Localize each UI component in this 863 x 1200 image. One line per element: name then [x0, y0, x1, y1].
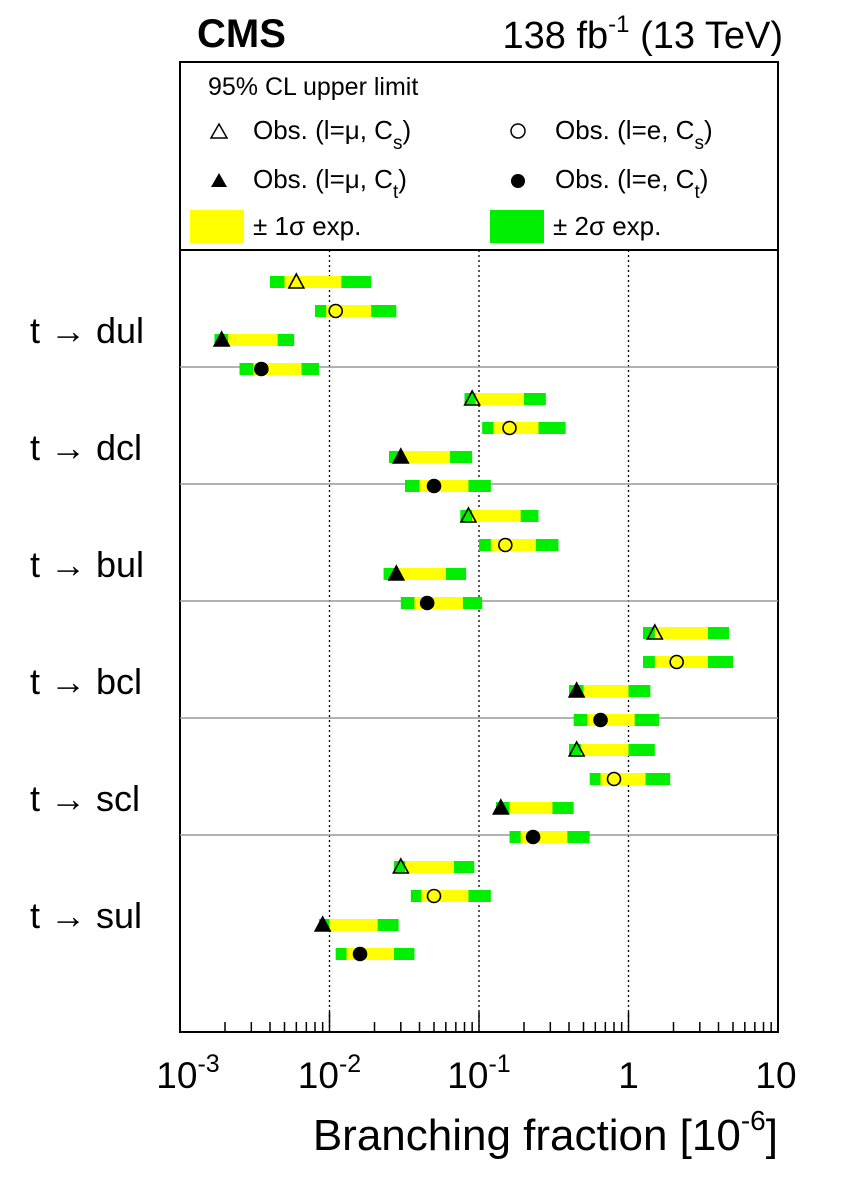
x-tick-label: 10-3: [156, 1050, 219, 1096]
band-1sigma: [284, 276, 342, 288]
marker-triangle-open: [287, 272, 306, 289]
band-1sigma: [326, 305, 372, 317]
legend-marker-circle-open: [510, 123, 526, 139]
category-label: t → dul: [30, 310, 144, 351]
marker-circle-filled: [525, 829, 541, 845]
marker-circle-filled: [254, 361, 269, 377]
band-1sigma: [490, 539, 536, 551]
marker-triangle-open: [645, 623, 664, 640]
band-1sigma: [405, 861, 454, 873]
band-1sigma: [509, 802, 553, 814]
band-1sigma: [580, 744, 629, 756]
legend-label-1sigma: ± 1σ exp.: [253, 211, 361, 241]
band-1sigma: [654, 627, 708, 639]
marker-circle-open: [498, 537, 513, 553]
marker-triangle-filled: [313, 915, 332, 932]
marker-circle-filled: [352, 946, 368, 962]
marker-circle-filled: [593, 712, 608, 728]
band-1sigma: [329, 919, 378, 931]
marker-triangle-filled: [387, 564, 406, 581]
marker-triangle-filled: [212, 330, 231, 347]
band-1sigma: [600, 773, 646, 785]
legend-marker-triangle-open: [209, 122, 229, 139]
legend-label-mu-ct: Obs. (l=μ, Ct): [253, 164, 407, 203]
experiment-label: CMS: [197, 12, 286, 56]
category-label: t → scl: [30, 778, 140, 819]
legend: 95% CL upper limit Obs. (l=μ, Cs) Obs. (…: [190, 73, 713, 243]
marker-triangle-open: [567, 740, 586, 757]
marker-triangle-filled: [567, 681, 586, 698]
marker-triangle-open: [459, 506, 478, 523]
x-tick-label: 10: [755, 1055, 796, 1096]
legend-marker-circle-filled: [511, 174, 525, 188]
band-1sigma: [228, 334, 278, 346]
x-tick-label: 1: [618, 1055, 639, 1096]
marker-triangle-open: [391, 857, 410, 874]
band-1sigma: [654, 656, 708, 668]
band-1sigma: [402, 451, 451, 463]
lumi-label: 138 fb-1 (13 TeV): [503, 11, 784, 57]
x-tick-label: 10-2: [298, 1050, 361, 1096]
marker-circle-open: [426, 888, 442, 904]
legend-marker-triangle-filled: [211, 173, 227, 187]
band-1sigma: [475, 393, 525, 405]
marker-circle-filled: [419, 595, 435, 611]
legend-label-e-cs: Obs. (l=e, Cs): [555, 115, 713, 154]
x-tick-label: 10-1: [447, 1050, 510, 1096]
legend-label-e-ct: Obs. (l=e, Ct): [555, 164, 708, 203]
legend-yellow-box: [190, 210, 244, 243]
x-axis-label: Branching fraction [10-6]: [313, 1105, 778, 1160]
legend-label-2sigma: ± 2σ exp.: [553, 211, 661, 241]
marker-triangle-filled: [492, 798, 510, 815]
legend-green-box: [490, 210, 544, 243]
marker-circle-open: [328, 303, 343, 319]
marker-circle-open: [502, 420, 517, 436]
band-1sigma: [583, 685, 629, 697]
legend-label-mu-cs: Obs. (l=μ, Cs): [253, 115, 411, 154]
category-label: t → sul: [30, 895, 142, 936]
legend-title: 95% CL upper limit: [208, 73, 418, 101]
marker-triangle-open: [463, 389, 481, 406]
band-1sigma: [472, 510, 521, 522]
category-label: t → bul: [30, 544, 144, 585]
category-label: t → bcl: [30, 661, 142, 702]
band-1sigma: [421, 890, 469, 902]
marker-triangle-filled: [391, 447, 410, 464]
band-1sigma: [396, 568, 446, 580]
marker-circle-open: [606, 771, 622, 787]
category-label: t → dcl: [30, 427, 142, 468]
marker-circle-open: [669, 654, 684, 670]
marker-circle-filled: [426, 478, 442, 494]
